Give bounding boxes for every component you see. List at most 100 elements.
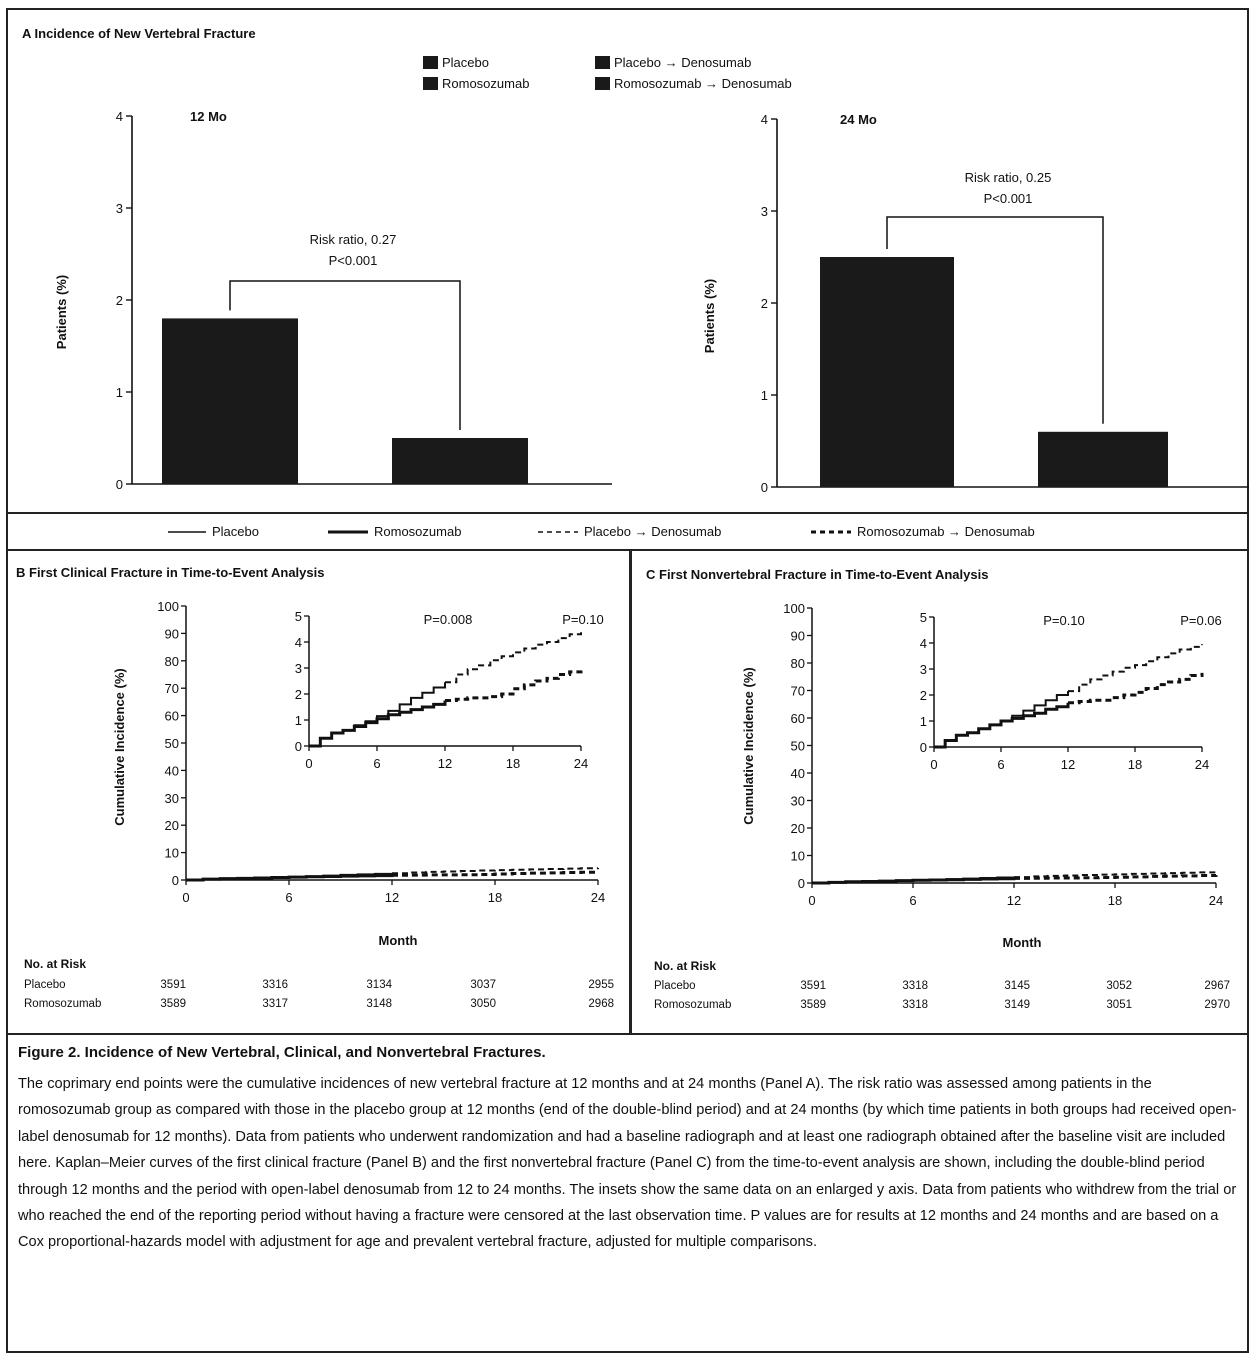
chart-24mo-p-value: P<0.001 [984, 191, 1033, 206]
panel-c-inset-p-value-12: P=0.10 [1043, 613, 1085, 628]
inset-series-line [309, 682, 446, 747]
panel-a: A Incidence of New Vertebral Fracture Pl… [8, 12, 1257, 512]
chart-24mo-heading: 24 Mo [840, 112, 877, 127]
inset-x-tick-label: 0 [930, 757, 937, 772]
km-series-line [1014, 873, 1218, 880]
risk-cell: 3134 [366, 979, 392, 991]
km-y-tick-label: 10 [165, 846, 179, 861]
legend-label-romosozumab-denosumab: Romosozumab → Denosumab [614, 76, 792, 91]
risk-cell: 3318 [902, 980, 928, 992]
km-x-tick-label: 6 [909, 893, 916, 908]
risk-cell: 3051 [1106, 999, 1132, 1011]
legend-label-romosozumab: Romosozumab [442, 76, 529, 91]
panel-a-title: A Incidence of New Vertebral Fracture [22, 26, 256, 41]
km-y-tick-label: 30 [791, 794, 805, 809]
risk-cell: 3050 [470, 998, 496, 1010]
inset-series-line [309, 700, 447, 748]
caption-divider [8, 1033, 1249, 1035]
bar [1038, 431, 1168, 487]
panel-b-inset-p-value-12: P=0.008 [424, 612, 473, 627]
line-legend: Placebo Romosozumab Placebo → Denosumab … [8, 514, 1249, 548]
risk-cell: 3318 [902, 999, 928, 1011]
km-y-tick-label: 50 [165, 736, 179, 751]
risk-cell: 3316 [262, 979, 288, 991]
line-legend-svg: Placebo Romosozumab Placebo → Denosumab … [168, 524, 1035, 539]
legend-line-romosozumab-label: Romosozumab [374, 524, 461, 539]
bar [820, 257, 954, 487]
km-y-tick-label: 60 [791, 711, 805, 726]
km-series-line [392, 870, 600, 877]
risk-cell: 2968 [588, 998, 614, 1010]
legend-line-romosozumab-denosumab-label: Romosozumab → Denosumab [857, 524, 1035, 539]
panel-c-risk-title: No. at Risk [654, 959, 716, 973]
panel-c-risk-row-romosozumab: 3589 3318 3149 3051 2970 [800, 999, 1230, 1011]
inset-y-tick-label: 0 [295, 739, 302, 754]
km-x-tick-label: 0 [182, 890, 189, 905]
panel-b-ylabel: Cumulative Incidence (%) [112, 668, 127, 825]
panel-b-risk-row-romosozumab: 3589 3317 3148 3050 2968 [160, 998, 614, 1010]
panel-a-svg: A Incidence of New Vertebral Fracture Pl… [22, 26, 1257, 495]
inset-series-line [1068, 644, 1203, 693]
panel-a-bar-charts: 0 1 2 3 4 0 1 2 3 4 [116, 109, 1257, 495]
km-series-line [392, 867, 599, 875]
km-y-tick-label: 20 [165, 818, 179, 833]
caption-title: Figure 2. Incidence of New Vertebral, Cl… [18, 1044, 546, 1061]
panel-b-risk-label-placebo: Placebo [24, 979, 66, 991]
inset-x-tick-label: 0 [305, 756, 312, 771]
km-y-tick-label: 70 [165, 681, 179, 696]
km-y-tick-label: 60 [165, 709, 179, 724]
km-y-tick-label: 100 [157, 599, 179, 614]
inset-y-tick-label: 1 [295, 713, 302, 728]
chart-24mo-risk-ratio: Risk ratio, 0.25 [965, 170, 1052, 185]
risk-cell: 3589 [800, 999, 826, 1011]
inset-x-tick-label: 6 [373, 756, 380, 771]
bar-y-tick-label: 2 [761, 296, 768, 311]
figure-frame [6, 8, 1249, 1353]
inset-y-tick-label: 0 [920, 740, 927, 755]
legend-label-placebo-denosumab: Placebo → Denosumab [614, 55, 751, 70]
legend-swatch-placebo-denosumab [595, 56, 610, 69]
panel-b-risk-title: No. at Risk [24, 957, 86, 971]
km-y-tick-label: 90 [165, 626, 179, 641]
bar-y-tick-label: 3 [761, 204, 768, 219]
inset-y-tick-label: 2 [295, 687, 302, 702]
panel-c-risk-label-placebo: Placebo [654, 980, 696, 992]
risk-cell: 2970 [1204, 999, 1230, 1011]
km-y-tick-label: 20 [791, 821, 805, 836]
risk-cell: 3149 [1004, 999, 1030, 1011]
chart-12mo-heading: 12 Mo [190, 109, 227, 124]
bar [392, 438, 528, 484]
risk-cell: 3145 [1004, 980, 1030, 992]
inset-series-line [934, 702, 1070, 749]
panel-c: C First Nonvertebral Fracture in Time-to… [632, 551, 1249, 1033]
legend-swatch-romosozumab [423, 77, 438, 90]
chart-12mo-risk-ratio: Risk ratio, 0.27 [310, 232, 397, 247]
risk-cell: 2955 [588, 979, 614, 991]
km-y-tick-label: 0 [172, 873, 179, 888]
inset-x-tick-label: 12 [438, 756, 452, 771]
inset-series-line [934, 691, 1069, 748]
chart-12mo-p-value: P<0.001 [329, 253, 378, 268]
km-series-line [186, 874, 394, 882]
km-x-tick-label: 12 [385, 890, 399, 905]
legend-divider-top [8, 512, 1249, 514]
inset-x-tick-label: 24 [574, 756, 588, 771]
panel-c-svg: C First Nonvertebral Fracture in Time-to… [646, 567, 1230, 1011]
legend-label-placebo: Placebo [442, 55, 489, 70]
inset-y-tick-label: 4 [920, 636, 927, 651]
panel-b-xlabel: Month [379, 933, 418, 948]
bar [162, 318, 298, 484]
legend-swatch-romosozumab-denosumab [595, 77, 610, 90]
km-y-tick-label: 40 [165, 763, 179, 778]
km-y-tick-label: 30 [165, 791, 179, 806]
panel-c-inset-p-value-24: P=0.06 [1180, 613, 1222, 628]
panel-b-risk-label-romosozumab: Romosozumab [24, 998, 101, 1010]
km-x-tick-label: 12 [1007, 893, 1021, 908]
km-y-tick-label: 40 [791, 766, 805, 781]
figure-caption: Figure 2. Incidence of New Vertebral, Cl… [18, 1044, 1240, 1256]
inset-y-tick-label: 5 [295, 609, 302, 624]
bar-y-tick-label: 4 [116, 109, 123, 124]
panel-c-risk-label-romosozumab: Romosozumab [654, 999, 731, 1011]
panel-c-xlabel: Month [1003, 935, 1042, 950]
